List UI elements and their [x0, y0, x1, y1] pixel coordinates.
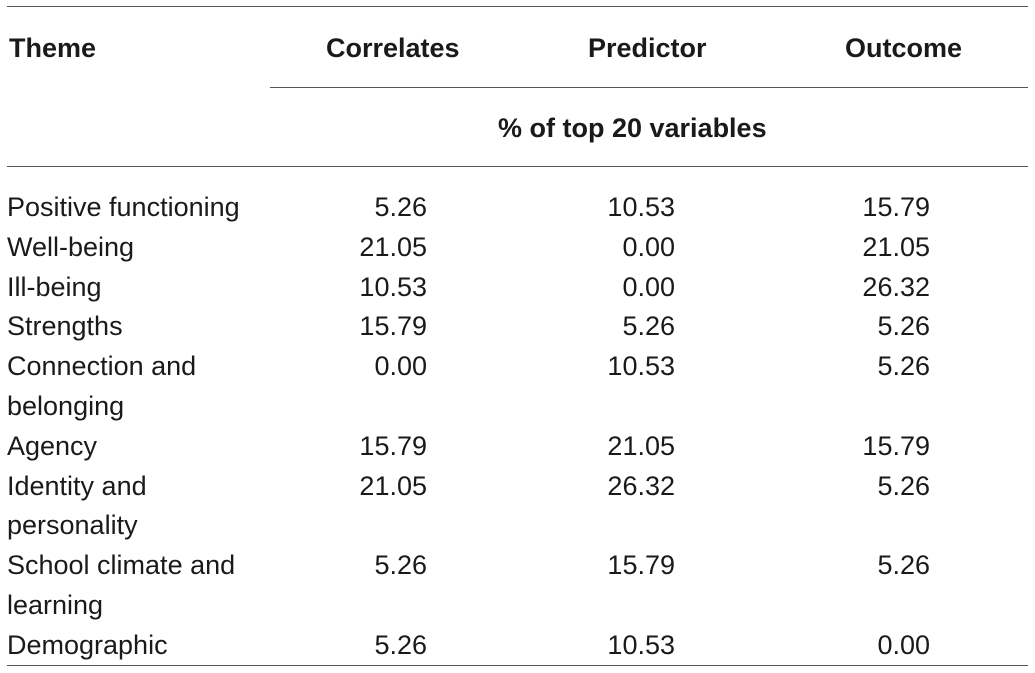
theme-cell: Demographic: [7, 629, 168, 660]
column-header-outcome: Outcome: [845, 33, 963, 63]
column-header-correlates: Correlates: [326, 33, 460, 63]
column-header-theme: Theme: [9, 33, 97, 63]
theme-cell: Ill-being: [7, 271, 102, 302]
outcome-cell: 15.79: [862, 192, 930, 222]
table-top-rule: [7, 6, 1028, 7]
spanning-header: % of top 20 variables: [498, 113, 767, 143]
predictor-cell: 5.26: [622, 311, 675, 342]
outcome-cell: 26.32: [862, 271, 930, 302]
correlates-cell: 5.26: [374, 192, 427, 222]
table-bottom-rule: [7, 665, 1028, 666]
correlates-cell: 15.79: [359, 430, 427, 461]
outcome-cell: 21.05: [862, 231, 930, 262]
table-row: Agency 15.79 21.05 15.79: [0, 427, 1035, 467]
predictor-cell: 10.53: [607, 192, 675, 222]
outcome-cell: 5.26: [877, 311, 930, 342]
theme-cell: Well-being: [7, 231, 135, 262]
correlates-cell: 15.79: [359, 311, 427, 342]
theme-cell: School climate and learning: [7, 550, 236, 620]
predictor-cell: 0.00: [622, 271, 675, 302]
correlates-cell: 21.05: [359, 470, 427, 501]
correlates-cell: 5.26: [374, 550, 427, 581]
table-row: Demographic 5.26 10.53 0.00: [0, 626, 1035, 666]
column-header-predictor: Predictor: [588, 33, 707, 63]
table-row: Well-being 21.05 0.00 21.05: [0, 228, 1035, 268]
theme-cell: Identity and personality: [7, 470, 147, 541]
theme-cell: Strengths: [7, 311, 123, 342]
table-header-rule: [7, 166, 1028, 167]
predictor-cell: 21.05: [607, 430, 675, 461]
table-row: Connection and belonging 0.00 10.53 5.26: [0, 347, 1035, 427]
predictor-cell: 0.00: [622, 231, 675, 262]
theme-cell: Connection and belonging: [7, 351, 197, 421]
table-body: Positive functioning 5.26 10.53 15.79 Well-b…: [0, 188, 1035, 666]
outcome-cell: 0.00: [877, 629, 930, 660]
correlates-cell: 0.00: [374, 351, 427, 382]
correlates-cell: 5.26: [374, 629, 427, 660]
theme-cell: Agency: [7, 430, 98, 461]
table-row: Identity and personality 21.05 26.32 5.26: [0, 467, 1035, 547]
correlates-cell: 10.53: [359, 271, 427, 302]
table-row: School climate and learning 5.26 15.79 5.26: [0, 546, 1035, 626]
outcome-cell: 5.26: [877, 550, 930, 581]
outcome-cell: 5.26: [877, 470, 930, 501]
outcome-cell: 5.26: [877, 351, 930, 382]
correlates-cell: 21.05: [359, 231, 427, 262]
predictor-cell: 26.32: [607, 470, 675, 501]
predictor-cell: 10.53: [607, 351, 675, 382]
table-row: Strengths 15.79 5.26 5.26: [0, 307, 1035, 347]
predictor-cell: 10.53: [607, 629, 675, 660]
outcome-cell: 15.79: [862, 430, 930, 461]
table-row: Positive functioning 5.26 10.53 15.79: [0, 188, 1035, 228]
spanning-header-rule: [270, 87, 1028, 88]
table-row: Ill-being 10.53 0.00 26.32: [0, 268, 1035, 308]
theme-cell: Positive functioning: [7, 192, 240, 222]
predictor-cell: 15.79: [607, 550, 675, 581]
